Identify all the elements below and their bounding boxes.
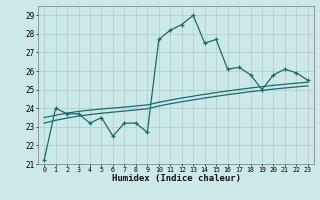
X-axis label: Humidex (Indice chaleur): Humidex (Indice chaleur) xyxy=(111,174,241,183)
